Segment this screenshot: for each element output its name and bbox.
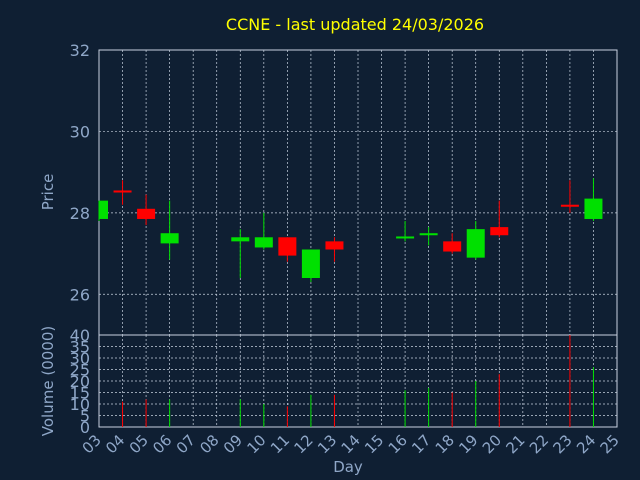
candle <box>278 237 297 262</box>
candle-body <box>231 237 250 242</box>
price-tick-label: 32 <box>70 41 90 60</box>
x-axis-label: Day <box>333 458 363 476</box>
price-tick-label: 28 <box>70 204 90 223</box>
candle-body <box>325 241 344 250</box>
price-y-ticks: 26 28 30 32 <box>70 41 90 304</box>
price-tick-label: 30 <box>70 122 90 141</box>
candle-body <box>278 237 297 256</box>
x-tick-label: 04 <box>102 431 128 457</box>
candle <box>137 194 156 226</box>
candle-body <box>137 208 156 219</box>
x-tick-label: 14 <box>338 431 364 457</box>
volume-bars <box>122 335 594 427</box>
candle <box>560 180 579 213</box>
volume-tick-label: 10 <box>70 395 90 414</box>
x-tick-label: 06 <box>149 431 175 457</box>
candle-body <box>301 249 320 278</box>
candle <box>113 180 132 205</box>
candle <box>98 200 108 221</box>
candle-body <box>113 190 132 193</box>
x-tick-label: 08 <box>196 431 222 457</box>
chart-title: CCNE - last updated 24/03/2026 <box>226 15 484 34</box>
candle-body <box>419 233 438 236</box>
candle-body <box>490 227 509 236</box>
volume-grid <box>99 335 617 427</box>
volume-panel-frame <box>98 334 618 428</box>
volume-tick-label: 20 <box>70 372 90 391</box>
candle <box>584 178 603 221</box>
candle <box>160 200 179 260</box>
x-tick-label: 24 <box>573 431 599 457</box>
candle <box>419 227 438 246</box>
candle <box>443 233 462 254</box>
volume-tick-label: 0 <box>80 418 90 437</box>
candle-body <box>254 237 273 248</box>
price-grid <box>99 50 617 335</box>
x-tick-label: 16 <box>385 431 411 457</box>
x-tick-label: 22 <box>526 431 552 457</box>
volume-tick-label: 35 <box>70 338 90 357</box>
x-tick-label: 12 <box>291 431 317 457</box>
x-tick-label: 23 <box>550 431 576 457</box>
candle-body <box>584 198 603 219</box>
volume-tick-label: 5 <box>80 407 90 426</box>
candle <box>396 221 415 242</box>
x-tick-label: 05 <box>126 431 152 457</box>
candle-body <box>160 233 179 244</box>
volume-tick-label: 40 <box>70 326 90 345</box>
x-tick-label: 21 <box>502 431 528 457</box>
x-tick-label: 07 <box>173 431 199 457</box>
price-tick-label: 26 <box>70 285 90 304</box>
volume-tick-label: 25 <box>70 361 90 380</box>
volume-tick-label: 30 <box>70 349 90 368</box>
candle <box>254 212 273 250</box>
candle <box>325 237 344 262</box>
candle-body <box>443 241 462 252</box>
x-tick-label: 25 <box>597 431 623 457</box>
x-tick-label: 09 <box>220 431 246 457</box>
candle <box>301 249 320 283</box>
x-tick-label: 13 <box>314 431 340 457</box>
volume-tick-label: 15 <box>70 384 90 403</box>
x-tick-label: 18 <box>432 431 458 457</box>
candle <box>231 229 250 278</box>
volume-axis-label: Volume (0000) <box>39 326 57 436</box>
x-ticks: 0304050607080910111213141516171819202122… <box>79 431 623 457</box>
candle-body <box>466 229 485 258</box>
candle-body <box>560 204 579 207</box>
candle <box>466 221 485 260</box>
x-tick-label: 19 <box>455 431 481 457</box>
price-axis-label: Price <box>39 174 57 211</box>
x-tick-label: 11 <box>267 431 293 457</box>
x-tick-label: 10 <box>243 431 269 457</box>
price-panel-frame <box>98 49 618 336</box>
candle <box>490 200 509 238</box>
candles <box>98 178 603 283</box>
x-tick-label: 20 <box>479 431 505 457</box>
x-tick-label: 17 <box>408 431 434 457</box>
candle-body <box>396 236 415 239</box>
candle-body <box>99 200 108 219</box>
x-tick-label: 15 <box>361 431 387 457</box>
